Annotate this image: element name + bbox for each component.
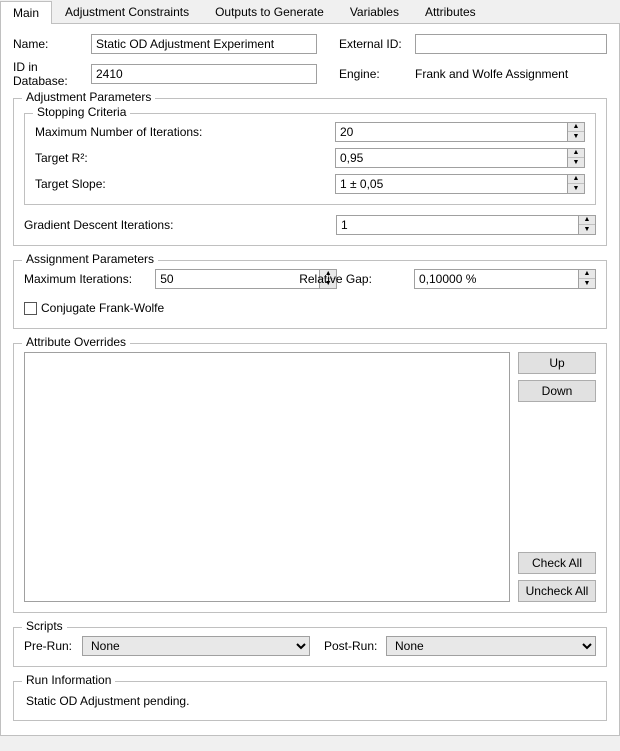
gd-iter-value[interactable] (336, 215, 578, 235)
run-information-title: Run Information (22, 673, 115, 687)
target-slope-label: Target Slope: (35, 177, 335, 191)
spin-up-icon[interactable]: ▲ (568, 149, 584, 158)
spin-down-icon[interactable]: ▼ (568, 132, 584, 141)
engine-label: Engine: (339, 67, 415, 81)
name-input[interactable] (91, 34, 317, 54)
gd-iter-spinner[interactable]: ▲▼ (336, 215, 596, 235)
max-iter-spinner[interactable]: ▲▼ (335, 122, 585, 142)
engine-value: Frank and Wolfe Assignment (415, 67, 568, 81)
stopping-criteria-group: Stopping Criteria Maximum Number of Iter… (24, 113, 596, 205)
spin-down-icon[interactable]: ▼ (568, 184, 584, 193)
conjugate-checkbox[interactable]: Conjugate Frank-Wolfe (24, 301, 164, 315)
id-db-label: ID in Database: (13, 60, 91, 88)
uncheck-all-button[interactable]: Uncheck All (518, 580, 596, 602)
target-r2-spinner[interactable]: ▲▼ (335, 148, 585, 168)
prerun-label: Pre-Run: (24, 639, 82, 653)
spin-up-icon[interactable]: ▲ (568, 123, 584, 132)
spin-up-icon[interactable]: ▲ (579, 270, 595, 279)
tab-variables[interactable]: Variables (337, 0, 412, 23)
rel-gap-spinner[interactable]: ▲▼ (414, 269, 596, 289)
tab-main[interactable]: Main (0, 1, 52, 24)
tab-bar: Main Adjustment Constraints Outputs to G… (0, 0, 620, 24)
external-id-input[interactable] (415, 34, 607, 54)
assignment-parameters-group: Assignment Parameters Maximum Iterations… (13, 260, 607, 329)
page-main: Name: External ID: ID in Database: Engin… (0, 24, 620, 736)
gd-iter-label: Gradient Descent Iterations: (24, 218, 336, 232)
attribute-overrides-group: Attribute Overrides Up Down Check All Un… (13, 343, 607, 613)
name-label: Name: (13, 37, 91, 51)
conjugate-label: Conjugate Frank-Wolfe (41, 301, 164, 315)
scripts-title: Scripts (22, 619, 67, 633)
postrun-select[interactable]: None (386, 636, 596, 656)
run-information-text: Static OD Adjustment pending. (24, 690, 596, 710)
tab-attributes[interactable]: Attributes (412, 0, 489, 23)
up-button[interactable]: Up (518, 352, 596, 374)
spin-up-icon[interactable]: ▲ (579, 216, 595, 225)
spin-down-icon[interactable]: ▼ (579, 279, 595, 288)
assign-max-iter-value[interactable] (155, 269, 319, 289)
assign-max-iter-spinner[interactable]: ▲▼ (155, 269, 285, 289)
max-iter-label: Maximum Number of Iterations: (35, 125, 335, 139)
attribute-overrides-title: Attribute Overrides (22, 335, 130, 349)
stopping-criteria-title: Stopping Criteria (33, 105, 130, 119)
adjustment-parameters-title: Adjustment Parameters (22, 90, 155, 104)
scripts-group: Scripts Pre-Run: None Post-Run: None (13, 627, 607, 667)
checkbox-box-icon (24, 302, 37, 315)
assign-max-iter-label: Maximum Iterations: (24, 272, 155, 286)
tab-outputs-to-generate[interactable]: Outputs to Generate (202, 0, 337, 23)
postrun-label: Post-Run: (324, 639, 386, 653)
run-information-group: Run Information Static OD Adjustment pen… (13, 681, 607, 721)
attribute-overrides-list[interactable] (24, 352, 510, 602)
check-all-button[interactable]: Check All (518, 552, 596, 574)
external-id-label: External ID: (339, 37, 415, 51)
assignment-parameters-title: Assignment Parameters (22, 252, 158, 266)
target-slope-spinner[interactable]: ▲▼ (335, 174, 585, 194)
rel-gap-value[interactable] (414, 269, 578, 289)
adjustment-parameters-group: Adjustment Parameters Stopping Criteria … (13, 98, 607, 246)
down-button[interactable]: Down (518, 380, 596, 402)
id-db-input[interactable] (91, 64, 317, 84)
spin-up-icon[interactable]: ▲ (568, 175, 584, 184)
rel-gap-label: Relative Gap: (299, 272, 414, 286)
target-slope-value[interactable] (335, 174, 567, 194)
max-iter-value[interactable] (335, 122, 567, 142)
spin-down-icon[interactable]: ▼ (579, 225, 595, 234)
spin-down-icon[interactable]: ▼ (568, 158, 584, 167)
tab-adjustment-constraints[interactable]: Adjustment Constraints (52, 0, 202, 23)
target-r2-value[interactable] (335, 148, 567, 168)
prerun-select[interactable]: None (82, 636, 310, 656)
target-r2-label: Target R²: (35, 151, 335, 165)
